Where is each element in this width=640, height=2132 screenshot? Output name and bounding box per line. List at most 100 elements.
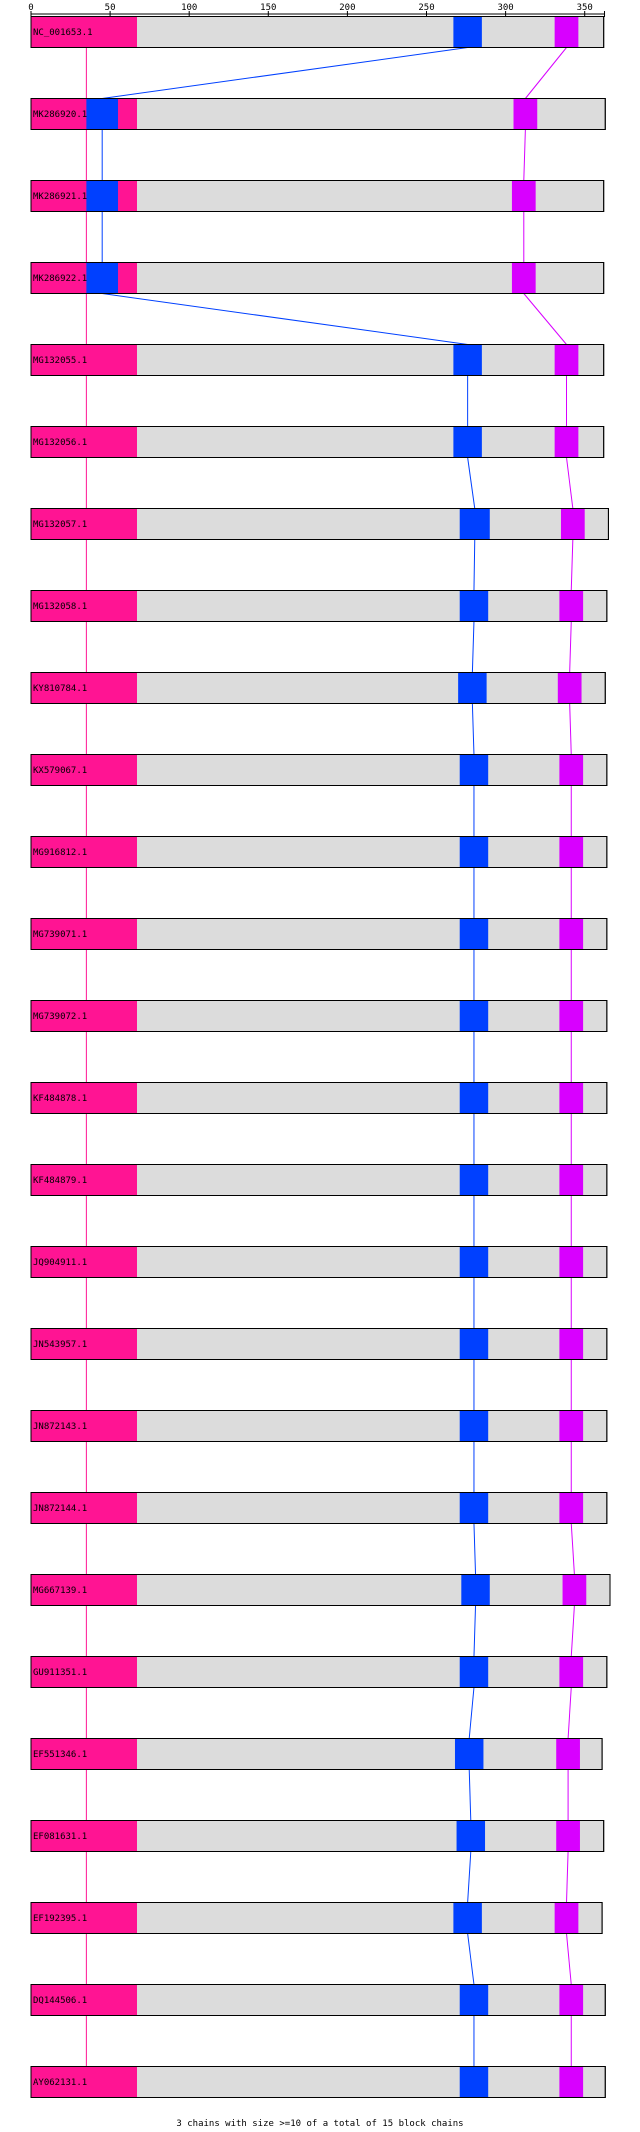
axis-tick-label: 200 <box>339 3 355 13</box>
sequence-label: KY810784.1 <box>33 684 87 694</box>
sequence-bar-outline <box>30 2066 606 2098</box>
block-chain-1 <box>31 1410 137 1442</box>
block-chain-3 <box>559 1082 584 1114</box>
block-chain-1 <box>31 344 137 376</box>
sequence-bar-outline <box>30 1656 608 1688</box>
block-chain-2 <box>459 1410 489 1442</box>
block-chain-2 <box>454 1738 484 1770</box>
sequence-row: NC_001653.1 <box>30 16 605 48</box>
link-chain-3 <box>567 1687 572 1739</box>
block-chain-2 <box>459 2066 489 2098</box>
block-chain-3 <box>559 1246 584 1278</box>
sequence-bar-outline <box>30 1410 608 1442</box>
sequence-bar-outline <box>30 1820 605 1852</box>
axis-tick-label: 0 <box>28 3 33 13</box>
sequence-label: JQ904911.1 <box>33 1258 87 1268</box>
block-chain-1 <box>31 16 137 48</box>
block-chain-2 <box>459 1082 489 1114</box>
sequence-label: AY062131.1 <box>33 2078 87 2088</box>
block-chain-3 <box>559 2066 584 2098</box>
block-chain-2 <box>459 836 489 868</box>
sequence-bar-outline <box>30 16 605 48</box>
sequence-bar-outline <box>30 836 608 868</box>
link-chain-2 <box>473 539 476 591</box>
block-chain-2 <box>453 1902 482 1934</box>
sequence-row: KF484878.1 <box>30 1082 608 1114</box>
block-chain-1 <box>31 754 137 786</box>
link-chain-2 <box>467 1933 475 1985</box>
sequence-row: KX579067.1 <box>30 754 608 786</box>
sequence-row: MK286921.1 <box>30 180 605 212</box>
link-chain-3 <box>570 1523 575 1575</box>
block-chain-3 <box>554 426 579 458</box>
block-chain-1 <box>31 426 137 458</box>
block-chain-2 <box>459 1492 489 1524</box>
sequence-label: DQ144506.1 <box>33 1996 87 2006</box>
sequence-bar-outline <box>30 1082 608 1114</box>
sequence-label: MG132056.1 <box>33 438 87 448</box>
sequence-row: MG916812.1 <box>30 836 608 868</box>
block-chain-3 <box>511 180 536 212</box>
link-chain-2 <box>467 457 476 509</box>
block-chain-1 <box>31 1820 137 1852</box>
block-chain-3 <box>554 1902 579 1934</box>
sequence-bar-outline <box>30 508 609 540</box>
chain-summary-footer: 3 chains with size >=10 of a total of 15… <box>176 2119 463 2129</box>
block-chain-2 <box>459 1984 489 2016</box>
block-chain-2 <box>461 1574 490 1606</box>
sequence-bar-outline <box>30 426 605 458</box>
link-chain-3 <box>566 457 574 509</box>
block-chain-2 <box>459 508 490 540</box>
sequence-bar-outline <box>30 1246 608 1278</box>
sequence-row: GU911351.1 <box>30 1656 608 1688</box>
block-chain-3 <box>559 836 584 868</box>
block-chain-2 <box>459 590 489 622</box>
sequence-row: JN872144.1 <box>30 1492 608 1524</box>
link-chain-2 <box>467 1851 472 1903</box>
axis-tick-label: 350 <box>577 3 593 13</box>
sequence-bar-outline <box>30 1328 608 1360</box>
block-chain-2 <box>459 918 489 950</box>
sequence-row: JN872143.1 <box>30 1410 608 1442</box>
sequence-row: MK286920.1 <box>30 98 606 130</box>
sequence-row: DQ144506.1 <box>30 1984 606 2016</box>
block-chain-3 <box>556 1820 580 1852</box>
block-chain-3 <box>559 1656 584 1688</box>
sequence-row: AY062131.1 <box>30 2066 606 2098</box>
block-chain-3 <box>559 918 584 950</box>
link-chain-2 <box>468 1769 472 1821</box>
block-chain-1 <box>31 590 137 622</box>
block-chain-1 <box>31 180 137 212</box>
sequence-label: MG132057.1 <box>33 520 87 530</box>
sequence-row: MG739071.1 <box>30 918 608 950</box>
link-chain-2 <box>471 703 475 755</box>
block-chain-2 <box>458 672 487 704</box>
block-chain-3 <box>562 1574 587 1606</box>
sequence-bar-outline <box>30 1164 608 1196</box>
block-chain-1 <box>31 262 137 294</box>
block-chain-1 <box>31 1000 137 1032</box>
sequence-label: MK286922.1 <box>33 274 87 284</box>
block-chain-1 <box>31 918 137 950</box>
link-chain-2 <box>102 293 468 345</box>
block-chain-3 <box>559 754 584 786</box>
block-chain-2 <box>86 262 119 294</box>
sequence-bar-outline <box>30 590 608 622</box>
link-chain-3 <box>570 539 574 591</box>
sequence-label: JN543957.1 <box>33 1340 87 1350</box>
sequence-label: MG739072.1 <box>33 1012 87 1022</box>
sequence-bar-outline <box>30 1984 606 2016</box>
sequence-label: MK286921.1 <box>33 192 87 202</box>
block-chain-3 <box>559 1000 584 1032</box>
axis-tick-label: 150 <box>260 3 276 13</box>
sequence-label: MG132058.1 <box>33 602 87 612</box>
block-chain-3 <box>560 508 585 540</box>
block-chain-1 <box>31 98 137 130</box>
sequence-label: JN872144.1 <box>33 1504 87 1514</box>
sequence-label: JN872143.1 <box>33 1422 87 1432</box>
block-chain-3 <box>511 262 536 294</box>
block-chain-2 <box>459 1328 489 1360</box>
block-chain-3 <box>559 1328 584 1360</box>
block-chain-1 <box>31 1246 137 1278</box>
